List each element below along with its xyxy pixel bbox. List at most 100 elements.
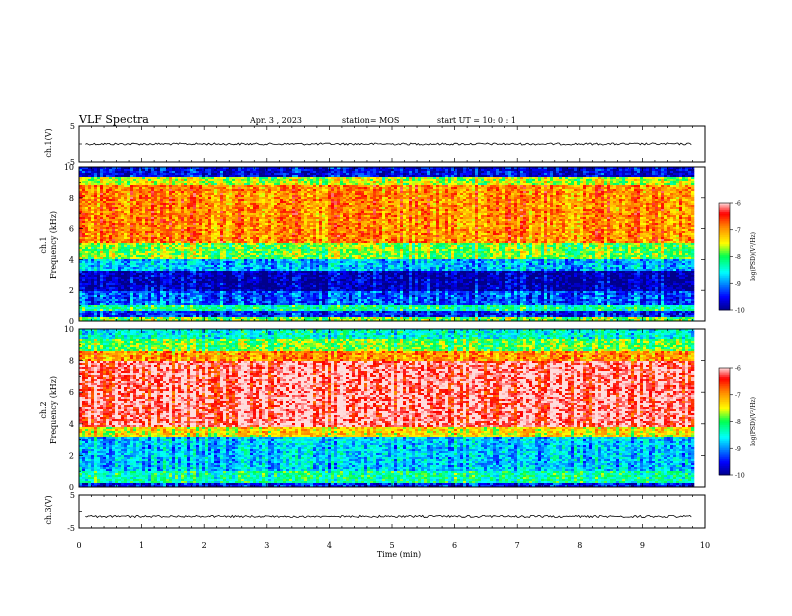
spectrogram-cell [88, 299, 91, 301]
spectrogram-cell [127, 249, 130, 251]
spectrogram-cell [127, 251, 130, 253]
spectrogram-cell [82, 243, 85, 245]
spectrogram-cell [115, 307, 118, 309]
spectrogram-cell [106, 239, 109, 241]
spectrogram-cell [94, 293, 97, 295]
spectrogram-cell [100, 201, 103, 203]
spectrogram-cell [85, 169, 88, 171]
spectrogram-cell [124, 303, 127, 305]
spectrogram-cell [94, 239, 97, 241]
spectrogram-cell [130, 263, 133, 265]
spectrogram-cell [109, 193, 112, 195]
spectrogram-cell [91, 211, 94, 213]
spectrogram-cell [103, 211, 106, 213]
spectrogram-cell [124, 239, 127, 241]
spectrogram-cell [133, 217, 136, 219]
spectrogram-cell [97, 303, 100, 305]
spectrogram-cell [103, 301, 106, 303]
spectrogram-cell [103, 207, 106, 209]
spectrogram-cell [97, 225, 100, 227]
spectrogram-cell [85, 237, 88, 239]
spectrogram-cell [133, 207, 136, 209]
spectrogram-cell [121, 247, 124, 249]
spectrogram-cell [94, 299, 97, 301]
spectrogram-cell [88, 217, 91, 219]
spectrogram-cell [82, 211, 85, 213]
spectrogram-cell [106, 307, 109, 309]
spectrogram-cell [100, 249, 103, 251]
spectrogram-cell [100, 317, 103, 319]
spectrogram-cell [97, 207, 100, 209]
spectrogram-cell [133, 261, 136, 263]
spectrogram-cell [88, 263, 91, 265]
spectrogram-cell [106, 179, 109, 181]
spectrogram-cell [133, 169, 136, 171]
spectrogram-cell [91, 173, 94, 175]
spectrogram-cell [88, 313, 91, 315]
spectrogram-cell [97, 187, 100, 189]
spectrogram-cell [124, 247, 127, 249]
spectrogram-cell [112, 283, 115, 285]
spectrogram-cell [82, 277, 85, 279]
spectrogram-cell [106, 281, 109, 283]
spectrogram-cell [97, 247, 100, 249]
spectrogram-cell [124, 187, 127, 189]
spectrogram-cell [94, 285, 97, 287]
spectrogram-cell [127, 299, 130, 301]
spectrogram-cell [118, 195, 121, 197]
spectrogram-cell [91, 213, 94, 215]
spectrogram-cell [127, 305, 130, 307]
spectrogram-cell [127, 279, 130, 281]
spectrogram-cell [118, 257, 121, 259]
spectrogram-cell [100, 313, 103, 315]
spectrogram-cell [124, 265, 127, 267]
spectrogram-cell [112, 265, 115, 267]
spectrogram-cell [109, 249, 112, 251]
spectrogram-cell [127, 233, 130, 235]
spectrogram-cell [97, 243, 100, 245]
spectrogram-cell [106, 229, 109, 231]
spectrogram-cell [109, 303, 112, 305]
spectrogram-cell [121, 193, 124, 195]
spectrogram-cell [97, 195, 100, 197]
spectrogram-cell [88, 221, 91, 223]
spectrogram-cell [103, 239, 106, 241]
spectrogram-cell [133, 313, 136, 315]
spectrogram-cell [130, 221, 133, 223]
spectrogram-cell [112, 267, 115, 269]
spectrogram-cell [85, 235, 88, 237]
spectrogram-cell [91, 301, 94, 303]
spectrogram-cell [85, 247, 88, 249]
spectrogram-cell [106, 251, 109, 253]
spectrogram-cell [88, 177, 91, 179]
spectrogram-cell [109, 239, 112, 241]
spectrogram-cell [127, 257, 130, 259]
spectrogram-cell [97, 283, 100, 285]
spectrogram-cell [88, 295, 91, 297]
spectrogram-cell [82, 203, 85, 205]
spectrogram-cell [82, 223, 85, 225]
spectrogram-cell [91, 235, 94, 237]
spectrogram-cell [127, 261, 130, 263]
spectrogram-cell [121, 267, 124, 269]
spectrogram-cell [109, 235, 112, 237]
spectrogram-cell [100, 271, 103, 273]
spectrogram-cell [115, 225, 118, 227]
spectrogram-cell [121, 203, 124, 205]
spectrogram-cell [82, 187, 85, 189]
spectrogram-cell [94, 257, 97, 259]
spectrogram-cell [127, 239, 130, 241]
spectrogram-cell [94, 259, 97, 261]
spectrogram-cell [118, 245, 121, 247]
spectrogram-cell [82, 299, 85, 301]
spectrogram-cell [127, 267, 130, 269]
spectrogram-cell [133, 315, 136, 317]
spectrogram-cell [82, 229, 85, 231]
spectrogram-cell [82, 315, 85, 317]
spectrogram-cell [103, 297, 106, 299]
spectrogram-cell [121, 245, 124, 247]
spectrogram-cell [82, 285, 85, 287]
spectrogram-cell [133, 263, 136, 265]
spectrogram-cell [82, 307, 85, 309]
spectrogram-cell [112, 231, 115, 233]
